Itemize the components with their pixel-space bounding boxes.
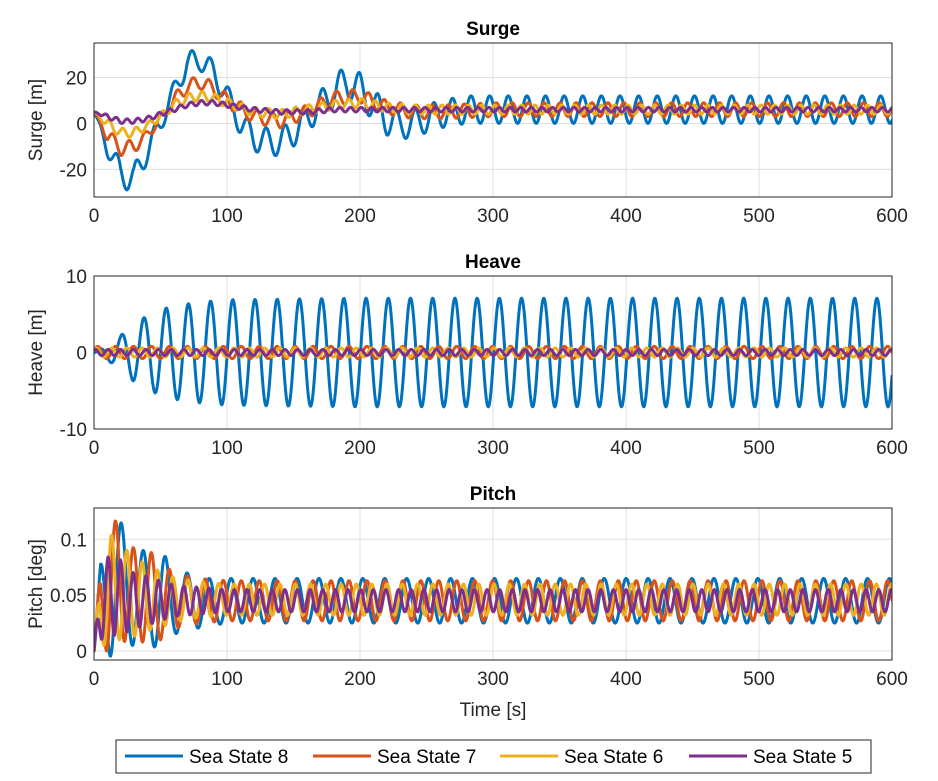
y-tick-label: -20	[60, 160, 87, 181]
x-tick-label: 100	[211, 669, 243, 690]
legend-label: Sea State 7	[377, 747, 476, 768]
series-sea-state-5	[94, 555, 892, 653]
y-tick-label: 0	[76, 114, 87, 135]
y-tick-label: 0	[76, 642, 87, 663]
series-sea-state-7	[94, 344, 892, 361]
x-tick-label: 500	[743, 669, 775, 690]
legend-entry-sea-state-8: Sea State 8	[125, 747, 288, 768]
series-sea-state-8	[94, 49, 892, 192]
x-tick-label: 600	[876, 206, 908, 227]
legend-entry-sea-state-6: Sea State 6	[500, 747, 663, 768]
x-tick-label: 600	[876, 669, 908, 690]
y-axis-label: Heave [m]	[26, 309, 47, 396]
subplot-title: Pitch	[470, 484, 516, 505]
x-tick-label: 300	[477, 669, 509, 690]
series-sea-state-5	[94, 347, 892, 358]
series-group	[94, 49, 892, 192]
x-tick-label: 100	[211, 206, 243, 227]
x-tick-label: 600	[876, 438, 908, 459]
y-tick-label: -10	[60, 420, 87, 441]
x-tick-label: 200	[344, 206, 376, 227]
legend-label: Sea State 5	[753, 747, 852, 768]
x-tick-label: 400	[610, 206, 642, 227]
legend-entry-sea-state-5: Sea State 5	[689, 747, 852, 768]
series-group	[94, 519, 892, 658]
x-tick-label: 0	[89, 206, 100, 227]
x-tick-label: 200	[344, 669, 376, 690]
x-tick-label: 300	[477, 206, 509, 227]
y-tick-label: 0	[76, 344, 87, 365]
y-axis-label: Pitch [deg]	[26, 539, 47, 629]
x-tick-label: 500	[743, 206, 775, 227]
x-axis-label: Time [s]	[460, 700, 527, 721]
x-tick-label: 500	[743, 438, 775, 459]
y-tick-label: 10	[66, 267, 87, 288]
legend: Sea State 8 Sea State 7 Sea State 6 Sea Sta…	[115, 739, 872, 774]
legend-label: Sea State 8	[189, 747, 288, 768]
x-tick-label: 300	[477, 438, 509, 459]
subplot-pitch: 0 100 200 300 400 500 600 0 0.05 0.1 Pitch Pitch [d…	[26, 484, 908, 721]
x-tick-label: 200	[344, 438, 376, 459]
subplot-title: Heave	[465, 252, 521, 273]
legend-entry-sea-state-7: Sea State 7	[313, 747, 476, 768]
y-tick-label: 0.1	[61, 530, 87, 551]
x-tick-label: 400	[610, 438, 642, 459]
subplot-surge: 0 100 200 300 400 500 600 -20 0 20 Surge Surge [m]	[26, 19, 908, 227]
x-tick-label: 0	[89, 438, 100, 459]
y-tick-label: 0.05	[50, 586, 87, 607]
x-tick-label: 400	[610, 669, 642, 690]
y-tick-label: 20	[66, 68, 87, 89]
axes-frame	[93, 42, 893, 198]
series-group	[94, 296, 892, 409]
series-sea-state-6	[94, 533, 892, 653]
axes-frame	[93, 507, 893, 661]
series-sea-state-5	[94, 98, 892, 125]
axes-frame	[93, 275, 893, 430]
legend-label: Sea State 6	[564, 747, 663, 768]
subplot-title: Surge	[466, 19, 520, 40]
x-tick-label: 0	[89, 669, 100, 690]
y-axis-label: Surge [m]	[26, 79, 47, 161]
series-sea-state-7	[94, 519, 892, 653]
series-sea-state-6	[94, 90, 892, 139]
x-tick-label: 100	[211, 438, 243, 459]
